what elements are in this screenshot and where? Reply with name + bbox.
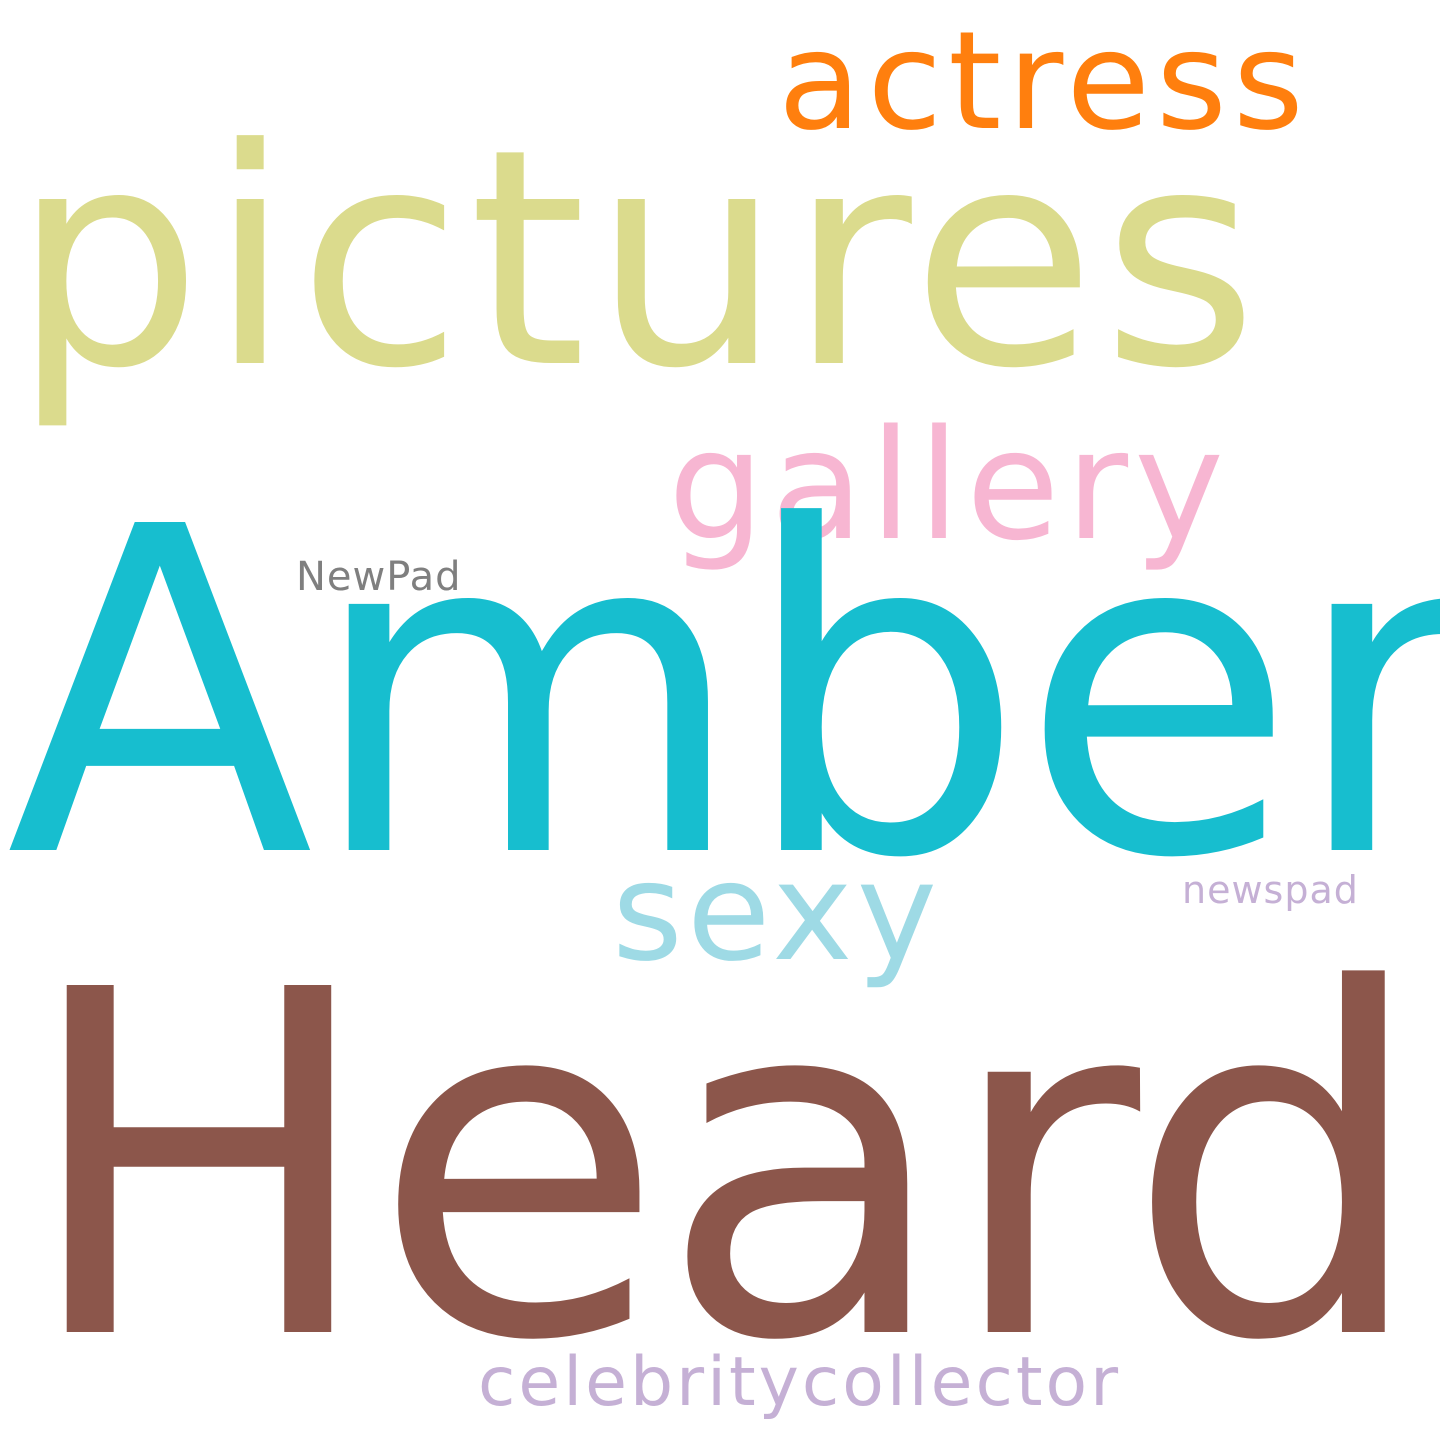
word-gallery: gallery xyxy=(668,397,1231,574)
word-heard: Heard xyxy=(20,891,1428,1445)
word-celebritycollector: celebritycollector xyxy=(478,1343,1122,1422)
word-pictures: pictures xyxy=(12,85,1265,434)
word-actress: actress xyxy=(778,3,1310,161)
word-sexy: sexy xyxy=(612,834,942,992)
word-newpad: NewPad xyxy=(296,554,462,600)
word-newspad: newspad xyxy=(1182,868,1359,912)
word-amber: Amber xyxy=(6,433,1440,957)
